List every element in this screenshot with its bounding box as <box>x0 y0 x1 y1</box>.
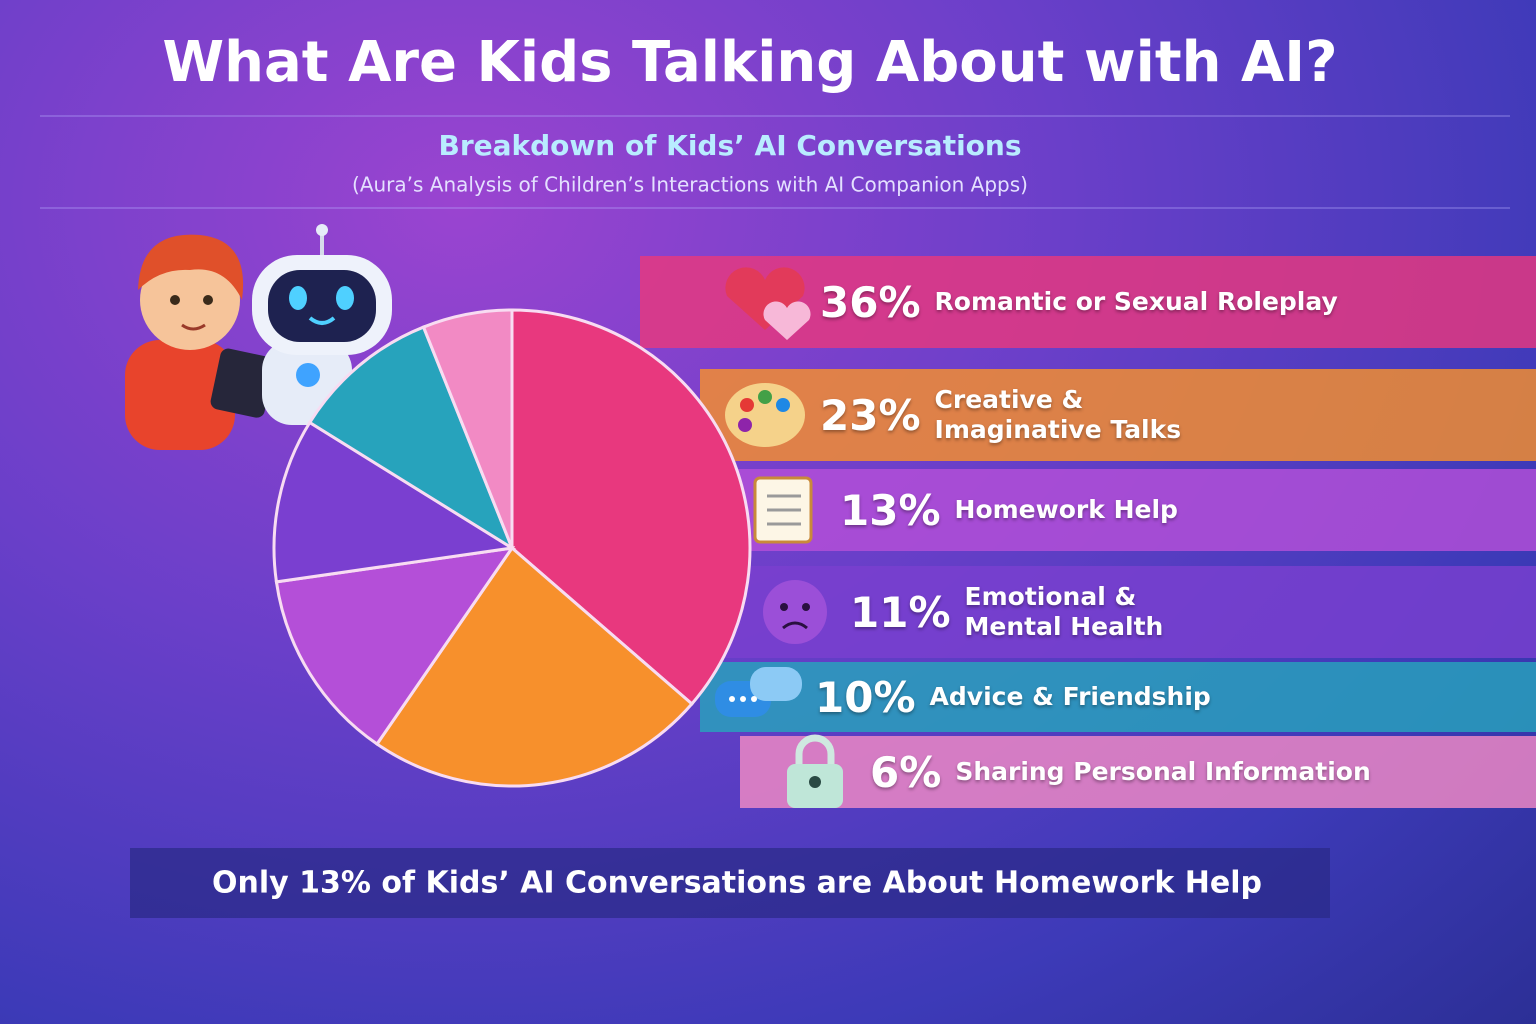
category-icon <box>787 734 843 808</box>
category-row: 10% Advice & Friendship <box>815 657 1211 737</box>
category-label: Homework Help <box>954 495 1178 524</box>
category-row: 13% Homework Help <box>840 470 1178 550</box>
category-row: 23% Creative & Imaginative Talks <box>820 375 1195 455</box>
subtitle: Breakdown of Kids’ AI Conversations <box>438 129 1021 162</box>
category-icon <box>725 383 805 447</box>
percent-label: 13% <box>840 485 941 535</box>
category-icon <box>763 580 827 644</box>
category-band <box>700 566 1536 658</box>
category-label: Romantic or Sexual Roleplay <box>934 287 1338 316</box>
category-label: Advice & Friendship <box>929 682 1211 711</box>
pie-slice <box>421 308 514 549</box>
note: (Aura’s Analysis of Children’s Interacti… <box>352 173 1028 197</box>
title: What Are Kids Talking About with AI? <box>162 30 1337 95</box>
category-label: Emotional & Mental Health <box>964 582 1164 641</box>
percent-label: 11% <box>850 587 951 637</box>
category-label: Sharing Personal Information <box>955 757 1371 786</box>
category-row: 36% Romantic or Sexual Roleplay <box>820 262 1338 342</box>
percent-label: 10% <box>815 672 916 722</box>
category-icon <box>753 476 813 544</box>
category-band <box>700 662 1536 732</box>
category-band <box>720 469 1536 551</box>
category-band <box>700 369 1536 461</box>
pie-slice <box>274 546 516 747</box>
category-row: 11% Emotional & Mental Health <box>850 572 1185 652</box>
percent-label: 6% <box>870 747 942 797</box>
category-icon <box>725 267 811 340</box>
pie-slice <box>374 545 694 788</box>
pie-slice <box>307 325 516 552</box>
pie-slice <box>510 308 752 706</box>
category-icon <box>715 667 802 717</box>
percent-label: 23% <box>820 390 921 440</box>
footer-band <box>130 848 1330 918</box>
percent-label: 36% <box>820 277 921 327</box>
pie-slice <box>272 420 517 584</box>
illustration <box>125 224 392 450</box>
category-label: Creative & Imaginative Talks <box>934 385 1182 444</box>
category-band <box>740 736 1536 808</box>
footer: Only 13% of Kids’ AI Conversations are A… <box>212 866 1262 901</box>
category-row: 6% Sharing Personal Information <box>870 732 1371 812</box>
